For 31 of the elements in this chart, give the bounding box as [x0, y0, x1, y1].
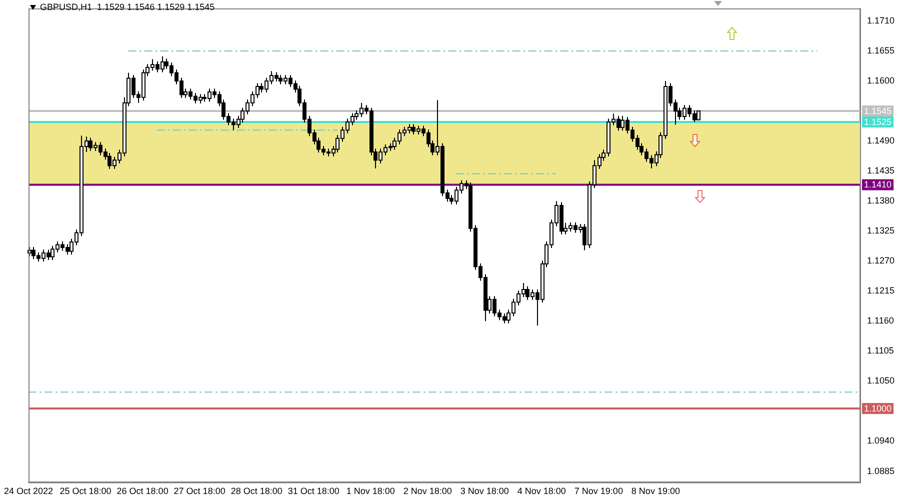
x-tick-label: 31 Oct 18:00 [288, 486, 340, 496]
y-tick-label: 1.0940 [867, 436, 895, 446]
x-tick-label: 4 Nov 18:00 [517, 486, 566, 496]
ref-line-label: 1.1410 [864, 180, 892, 190]
chart-title: GBPUSD,H1 1.1529 1.1546 1.1529 1.1545 [40, 2, 215, 12]
x-tick-label: 26 Oct 18:00 [116, 486, 168, 496]
y-tick-label: 1.1215 [867, 286, 895, 296]
y-tick-label: 1.1105 [867, 346, 894, 356]
ref-line-label: 1.1545 [864, 106, 892, 116]
x-tick-label: 8 Nov 19:00 [631, 486, 680, 496]
x-tick-label: 27 Oct 18:00 [174, 486, 226, 496]
x-tick-label: 24 Oct 2022 [4, 486, 54, 496]
y-tick-label: 1.1270 [867, 256, 895, 266]
x-tick-label: 7 Nov 19:00 [574, 486, 623, 496]
y-tick-label: 1.1435 [867, 166, 895, 176]
y-tick-label: 1.1050 [867, 376, 895, 386]
x-tick-label: 2 Nov 18:00 [403, 486, 452, 496]
y-tick-label: 1.1160 [867, 316, 894, 326]
ref-line-label: 1.1525 [864, 116, 892, 127]
y-tick-label: 1.1380 [867, 196, 895, 206]
ref-line-label: 1.1000 [864, 403, 892, 414]
y-tick-label: 1.1490 [867, 136, 895, 146]
y-tick-label: 1.1325 [867, 226, 895, 236]
x-tick-label: 25 Oct 18:00 [60, 486, 112, 496]
x-tick-label: 1 Nov 18:00 [346, 486, 395, 496]
x-tick-label: 3 Nov 18:00 [460, 486, 509, 496]
y-tick-label: 1.1600 [867, 75, 895, 86]
y-tick-label: 1.1655 [867, 45, 895, 56]
y-tick-label: 1.0885 [867, 466, 895, 476]
y-tick-label: 1.1710 [867, 15, 895, 26]
x-tick-label: 28 Oct 18:00 [230, 486, 282, 496]
